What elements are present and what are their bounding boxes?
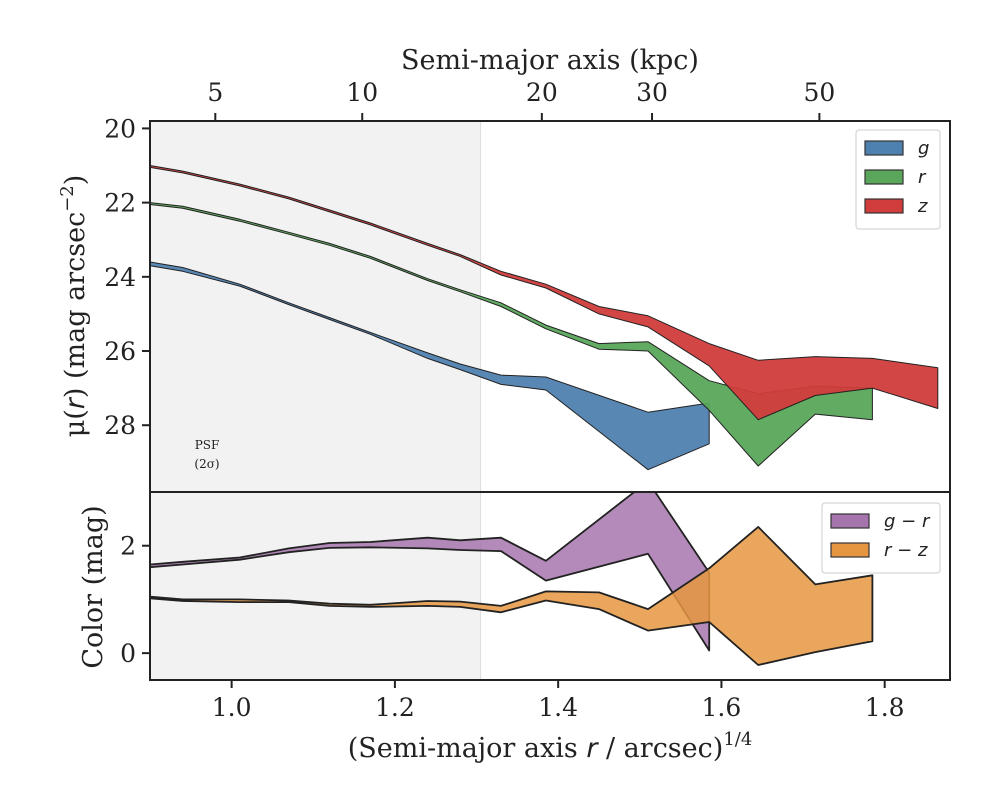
- top-band-r: [150, 202, 873, 467]
- bottom-ytick-label: 0: [120, 639, 136, 668]
- psf-region-top: [150, 121, 481, 492]
- bottom-plot-frame: [149, 491, 951, 681]
- top-y-ticks: 20 22 24 26 28: [104, 114, 150, 440]
- xlabel-tail: / arcsec): [597, 733, 723, 764]
- bottom-xtick-label: 1.8: [865, 693, 905, 722]
- psf-region-bottom: [150, 492, 481, 680]
- top-legend: grz: [855, 129, 941, 230]
- bottom-band-g-r: [150, 492, 711, 652]
- psf-label-line1: PSF: [195, 438, 220, 452]
- bottom-xtick-label: 1.6: [702, 693, 742, 722]
- top-band-g: [150, 261, 710, 471]
- kpc-tick-label: 10: [346, 78, 378, 107]
- ylabel-units: ) (mag arcsec: [60, 212, 91, 398]
- color-bands: [150, 492, 874, 666]
- top-axis-label: Semi-major axis (kpc): [401, 45, 699, 76]
- top-band-z: [150, 165, 939, 421]
- bottom-legend-label: r − z: [884, 540, 928, 561]
- top-kpc-ticks: 5 10 20 30 50: [207, 78, 835, 121]
- bottom-x-ticks: 1.0 1.2 1.4 1.6 1.8: [212, 680, 905, 722]
- x-axis-label: (Semi-major axis r / arcsec)1/4: [348, 729, 753, 764]
- ylabel-close: ): [60, 175, 91, 186]
- bottom-panel: 02 1.0 1.2 1.4 1.6 1.8 Color (mag) (Semi-maj…: [78, 491, 951, 764]
- top-legend-label: r: [918, 167, 927, 188]
- psf-label-line2: (2σ): [194, 457, 219, 471]
- top-panel: 20 22 24 26 28 5 10 20 30 50 Semi-major axis (kp…: [57, 45, 951, 493]
- surface-brightness-bands: [150, 165, 939, 471]
- ylabel-mu: μ(: [60, 409, 91, 437]
- top-legend-label: g: [918, 138, 929, 159]
- bottom-xtick-label: 1.2: [375, 693, 415, 722]
- bottom-ytick-label: 2: [120, 532, 136, 561]
- bottom-band-r-z: [150, 526, 874, 666]
- bottom-xtick-label: 1.0: [212, 693, 252, 722]
- bottom-y-axis-label: Color (mag): [78, 505, 109, 668]
- top-ytick-label: 22: [104, 189, 136, 218]
- top-y-axis-label: μ(r) (mag arcsec−2): [57, 175, 91, 438]
- kpc-tick-label: 20: [526, 78, 558, 107]
- xlabel-main: (Semi-major axis: [348, 733, 587, 764]
- top-ytick-label: 24: [104, 263, 136, 292]
- kpc-tick-label: 50: [803, 78, 835, 107]
- top-legend-swatch: [864, 198, 904, 214]
- top-ytick-label: 20: [104, 114, 136, 143]
- ylabel-exponent: −2: [57, 185, 78, 212]
- top-ytick-label: 28: [104, 411, 136, 440]
- top-ytick-label: 26: [104, 337, 136, 366]
- bottom-xtick-label: 1.4: [538, 693, 578, 722]
- top-legend-label: z: [917, 196, 928, 217]
- xlabel-exponent: 1/4: [723, 729, 752, 750]
- xlabel-r: r: [586, 733, 599, 764]
- top-legend-swatch: [864, 140, 904, 156]
- top-legend-swatch: [864, 169, 904, 185]
- bottom-legend-swatch: [830, 542, 870, 558]
- bottom-legend-swatch: [830, 513, 870, 529]
- kpc-tick-label: 5: [207, 78, 223, 107]
- kpc-tick-label: 30: [636, 78, 668, 107]
- ylabel-r: r: [60, 396, 91, 409]
- bottom-legend: g − r r − z: [821, 502, 941, 574]
- bottom-y-ticks: 02: [120, 532, 150, 668]
- bottom-legend-label: g − r: [884, 511, 931, 532]
